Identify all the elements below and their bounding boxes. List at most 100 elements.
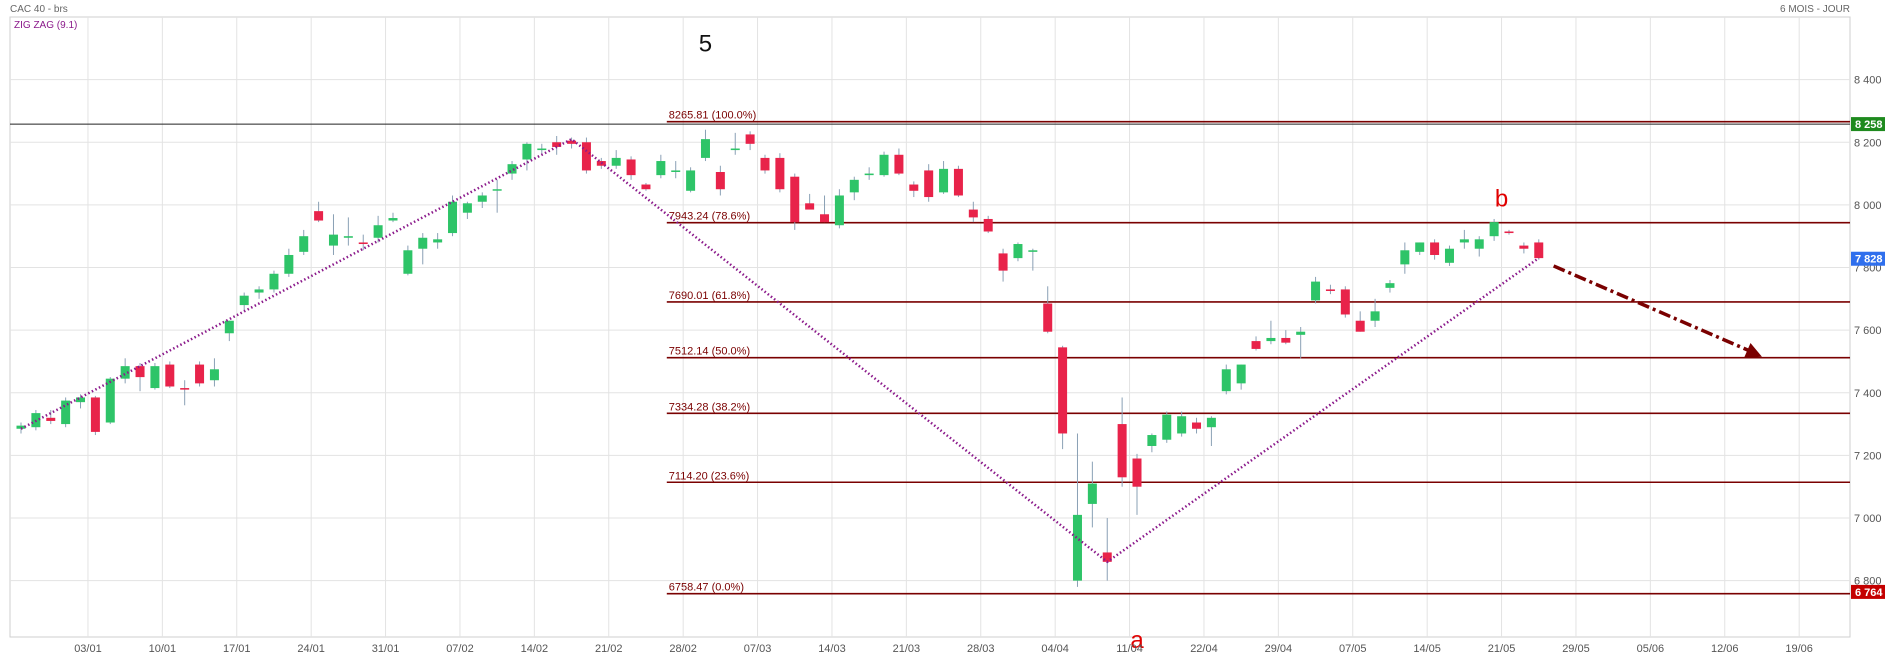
y-tick-label: 6 800 [1854,576,1882,588]
candle-up [849,179,859,193]
candle-up [686,170,696,191]
projection-arrow-head [1744,343,1762,358]
candle-up [150,366,160,389]
x-tick-label: 28/03 [967,643,995,655]
candle-up [1162,414,1172,440]
candle-up [879,154,889,176]
candle-down [1043,303,1053,332]
wave-label: b [1495,185,1508,212]
candle-down [805,203,815,210]
candle-up [343,236,353,238]
candle-up [403,250,413,274]
y-tick-label: 8 200 [1854,137,1882,149]
candle-down [715,172,725,190]
candle-up [1385,283,1395,288]
fib-level-label: 7114.20 (23.6%) [669,470,750,482]
candle-up [730,148,740,151]
candle-up [209,369,219,381]
candle-down [1251,341,1261,349]
candle-down [745,134,755,144]
candle-down [1102,552,1112,562]
candle-up [1489,222,1499,237]
candle-down [567,140,577,144]
projection-arrow-line [1552,264,1755,355]
candle-up [611,157,621,166]
candle-down [552,142,562,147]
x-tick-label: 10/01 [149,643,177,655]
candle-up [1236,364,1246,384]
candle-up [1400,250,1410,265]
candle-up [1266,337,1276,342]
candle-down [1192,422,1202,429]
indicator-overlays: 5 b a [20,30,1762,654]
candle-up [1311,281,1321,301]
candle-down [1281,337,1291,343]
candle-down [1058,347,1068,434]
price-tag-last [1851,251,1885,266]
candle-down [641,184,651,190]
candle-up [477,195,487,202]
x-tick-label: 22/04 [1190,643,1218,655]
fib-level-label: 8265.81 (100.0%) [669,110,756,122]
candle-down [314,211,324,221]
price-tag-high [1851,117,1885,132]
candle-up [1177,416,1187,434]
candle-up [671,170,681,172]
candle-down [968,209,978,218]
candle-down [790,176,800,223]
y-tick-label: 8 400 [1854,75,1882,87]
x-tick-label: 28/02 [669,643,697,655]
candle-up [16,425,26,429]
candle-up [1474,239,1484,249]
candle-up [388,218,398,221]
candle-down [626,159,636,176]
candle-up [120,366,130,379]
candle-up [507,164,517,174]
x-tick-label: 04/04 [1041,643,1069,655]
wave-label: 5 [699,30,712,57]
zigzag-line [20,137,1540,564]
fibonacci-retracement: 8265.81 (100.0%) 7943.24 (78.6%) 7690.01 (… [10,110,1850,595]
price-tags: 8 258 7 828 6 764 [1851,117,1885,599]
candle-up [492,189,502,191]
candle-down [953,168,963,196]
candle-down [1325,289,1335,291]
x-tick-label: 19/06 [1785,643,1813,655]
fib-level-label: 7334.28 (38.2%) [669,401,750,413]
candle-down [358,242,368,245]
candle-up [1072,514,1082,581]
candle-down [1430,242,1440,255]
candle-down [46,417,56,421]
candle-up [1370,311,1380,321]
candle-down [983,218,993,232]
fib-level-label: 7943.24 (78.6%) [669,211,750,223]
candle-down [1340,289,1350,315]
candle-up [1221,369,1231,392]
candles [16,129,1544,587]
candle-up [1206,417,1216,428]
indicator-title: ZIG ZAG (9.1) [14,20,78,31]
candle-up [76,397,86,403]
candle-down [1519,245,1529,249]
candle-up [537,148,547,151]
candle-down [581,142,591,171]
candle-down [1117,424,1127,478]
x-tick-label: 14/03 [818,643,846,655]
candle-down [90,397,100,432]
candle-up [656,161,666,176]
candle-up [239,295,249,306]
candle-up [224,320,234,334]
candle-up [254,289,264,293]
x-tick-label: 21/03 [893,643,921,655]
y-tick-label: 7 400 [1854,388,1882,400]
candle-down [1132,458,1142,487]
y-tick-label: 8 000 [1854,200,1882,212]
candle-up [1459,239,1469,243]
candle-down [820,214,830,223]
candle-up [61,400,71,425]
instrument-title: CAC 40 - brs [10,4,68,15]
candle-up [939,168,949,193]
price-tag-label: 7 828 [1855,254,1883,266]
